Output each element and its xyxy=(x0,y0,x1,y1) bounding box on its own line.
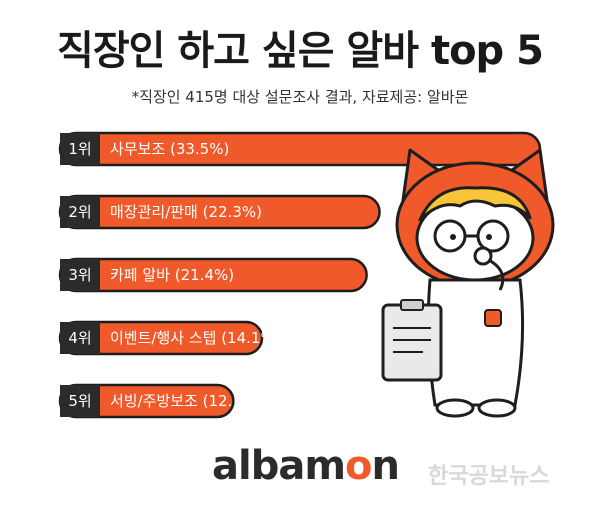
rank-label: 3위 xyxy=(68,266,91,284)
rank-label: 1위 xyxy=(68,140,91,158)
logo-text-tail: n xyxy=(371,443,401,489)
logo-text-main: albam xyxy=(212,443,346,489)
bar-label: 이벤트/행사 스텝 (14.1%) xyxy=(110,329,281,347)
mascot-illustration xyxy=(381,148,555,418)
bar-row: 3위 카페 알바 (21.4%) xyxy=(58,257,368,293)
rank-label: 5위 xyxy=(68,392,91,410)
bar-row: 2위 매장관리/판매 (22.3%) xyxy=(58,194,381,230)
rank-label: 4위 xyxy=(68,329,91,347)
albamon-logo: albamon xyxy=(212,443,401,489)
bar-label: 서빙/주방보조 (12.1%) xyxy=(110,392,262,410)
rank-box xyxy=(60,196,100,228)
rank-label: 2위 xyxy=(68,203,91,221)
rank-box xyxy=(60,385,100,417)
bar-label: 카페 알바 (21.4%) xyxy=(110,266,234,284)
chart-subtitle: *직장인 415명 대상 설문조사 결과, 자료제공: 알바몬 xyxy=(131,88,469,106)
chart-title: 직장인 하고 싶은 알바 top 5 xyxy=(57,28,544,74)
watermark: 한국공보뉴스 xyxy=(428,464,550,489)
rank-box xyxy=(60,322,100,354)
bar-label: 사무보조 (33.5%) xyxy=(110,140,229,158)
rank-box xyxy=(60,133,100,165)
bar-row: 5위 서빙/주방보조 (12.1%) xyxy=(58,383,262,419)
bar-row: 4위 이벤트/행사 스텝 (14.1%) xyxy=(58,320,281,356)
logo-text-accent: o xyxy=(345,443,373,489)
rank-box xyxy=(60,259,100,291)
bar-label: 매장관리/판매 (22.3%) xyxy=(110,203,262,221)
